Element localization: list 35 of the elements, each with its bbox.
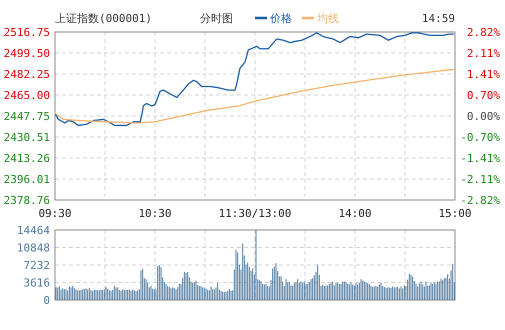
y-tick-label: 14464	[16, 224, 50, 237]
y2-tick-label: 0.00%	[466, 110, 500, 123]
legend-label: 价格	[269, 12, 292, 25]
y-tick-label: 10848	[16, 242, 50, 254]
y-tick-label: 2499.50	[4, 47, 50, 60]
y2-tick-label: -1.41%	[460, 152, 500, 165]
x-tick-label: 09:30	[38, 207, 72, 220]
y-tick-label: 2447.75	[4, 110, 50, 124]
y-tick-label: 2396.01	[4, 173, 50, 186]
chart-title: 上证指数(000001)	[55, 12, 152, 25]
y2-tick-label: -2.82%	[460, 194, 500, 207]
x-tick-label: 11:30/13:00	[218, 207, 292, 220]
y2-tick-label: 1.41%	[466, 68, 500, 81]
chart-subtitle: 分时图	[200, 12, 233, 25]
y-tick-label: 2516.75	[4, 26, 50, 39]
y2-tick-label: 0.70%	[466, 89, 500, 102]
y2-tick-label: -0.70%	[460, 130, 500, 144]
y2-tick-label: -2.11%	[460, 172, 500, 186]
line-series	[54, 68, 454, 124]
y-tick-label: 0	[43, 294, 50, 307]
x-tick-label: 14:00	[338, 207, 372, 220]
legend-label: 均线	[316, 12, 339, 25]
text: 14:59	[422, 12, 455, 25]
y2-tick-label: 2.11%	[466, 47, 500, 60]
x-tick-label: 10:30	[138, 207, 172, 220]
y-tick-label: 3616	[24, 276, 50, 290]
line-series	[54, 32, 454, 126]
y-tick-label: 2413.26	[4, 152, 50, 165]
y-tick-label: 2465.00	[4, 89, 50, 102]
y-tick-label: 2482.25	[4, 68, 50, 82]
y-tick-label: 2430.51	[4, 130, 50, 144]
y-tick-label: 7232	[24, 259, 50, 272]
y2-tick-label: 2.82%	[466, 26, 500, 39]
x-tick-label: 15:00	[438, 207, 472, 220]
y-tick-label: 2378.76	[4, 194, 50, 207]
